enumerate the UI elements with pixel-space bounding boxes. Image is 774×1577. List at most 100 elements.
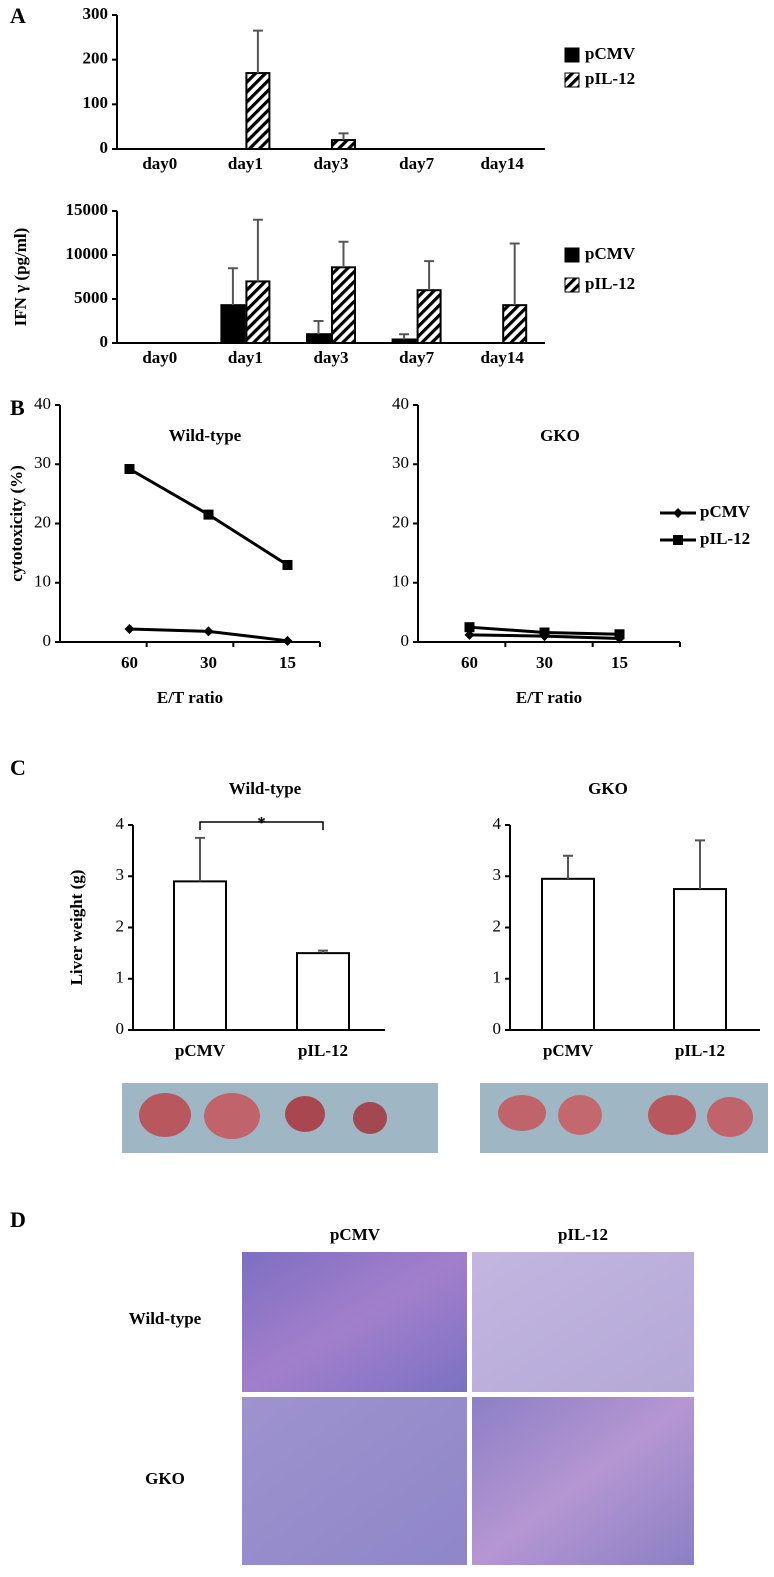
- histology-image: [472, 1252, 694, 1392]
- x-tick-label: day1: [228, 348, 263, 367]
- annotation: *: [257, 813, 266, 832]
- y-tick-label: 1: [116, 968, 125, 987]
- marker: [282, 559, 293, 570]
- x-axis-label: E/T ratio: [157, 688, 223, 707]
- error-bar: [338, 240, 349, 268]
- liver: [558, 1095, 602, 1135]
- x-tick-label: day14: [480, 154, 524, 173]
- chart-title: Wild-type: [229, 779, 302, 798]
- error-bar: [195, 836, 205, 882]
- panel-label: B: [10, 395, 25, 420]
- y-tick-label: 0: [401, 631, 410, 650]
- histology: D pCMV pIL-12 Wild-type GKO: [10, 1207, 694, 1565]
- bar: [391, 338, 417, 345]
- histology-image: [242, 1397, 467, 1565]
- y-tick-label: 4: [493, 814, 502, 833]
- liver: [648, 1095, 696, 1135]
- marker: [124, 463, 135, 474]
- chart-title: GKO: [540, 426, 580, 445]
- bar: [541, 877, 595, 1031]
- y-tick-label: 4: [116, 814, 125, 833]
- bar: [673, 888, 727, 1031]
- y-tick-label: 20: [34, 512, 51, 531]
- panel-label: C: [10, 755, 26, 780]
- histology-image: [472, 1397, 694, 1565]
- liver: [204, 1093, 260, 1139]
- significance-bracket: [199, 821, 324, 830]
- legend-label: pIL-12: [700, 529, 750, 548]
- bar: [296, 952, 350, 1031]
- marker: [464, 629, 475, 640]
- panel-label: D: [10, 1207, 26, 1232]
- y-tick-label: 3: [116, 865, 125, 884]
- panel-label: A: [10, 3, 26, 28]
- y-tick-label: 40: [34, 394, 51, 413]
- column-label: pIL-12: [558, 1225, 608, 1244]
- x-tick-label: day1: [228, 154, 263, 173]
- legend-swatch: [564, 47, 580, 63]
- bar: [245, 72, 271, 150]
- marker: [124, 623, 135, 634]
- error-bar: [318, 949, 328, 954]
- y-tick-label: 10000: [66, 244, 109, 263]
- error-bar: [509, 242, 520, 306]
- x-tick-label: day0: [142, 348, 177, 367]
- bar: [220, 304, 246, 345]
- y-tick-label: 0: [100, 138, 109, 157]
- error-bar: [695, 839, 705, 890]
- y-tick-label: 0: [116, 1019, 125, 1038]
- legend-marker: [673, 508, 683, 518]
- liver: [285, 1096, 325, 1132]
- y-tick-label: 5000: [74, 288, 108, 307]
- row-label: GKO: [145, 1469, 185, 1488]
- x-tick-label: day7: [399, 154, 434, 173]
- x-tick-label: 15: [279, 653, 296, 672]
- row-label: Wild-type: [129, 1309, 202, 1328]
- y-tick-label: 10: [34, 572, 51, 591]
- bar: [245, 280, 271, 344]
- liver: [707, 1097, 753, 1137]
- error-bar: [563, 854, 573, 879]
- error-bar: [227, 267, 238, 306]
- x-tick-label: day3: [314, 154, 349, 173]
- bar: [173, 880, 227, 1031]
- y-axis-label: IFN γ (pg/ml): [11, 228, 30, 327]
- y-axis-label: Liver weight (g): [67, 870, 86, 986]
- error-bar: [252, 218, 263, 282]
- bar: [416, 289, 442, 345]
- legend-swatch: [564, 277, 580, 293]
- x-tick-label: day3: [314, 348, 349, 367]
- bar: [331, 139, 356, 150]
- y-tick-label: 200: [83, 49, 109, 68]
- liver-photos: [122, 1083, 768, 1153]
- bar: [306, 333, 331, 345]
- bar: [331, 266, 356, 345]
- marker: [203, 509, 214, 520]
- error-bar: [313, 320, 324, 335]
- y-tick-label: 300: [83, 4, 109, 23]
- y-tick-label: 30: [392, 453, 409, 472]
- y-axis-label: cytotoxicity (%): [7, 465, 26, 582]
- x-tick-label: pIL-12: [675, 1041, 725, 1060]
- x-tick-label: 60: [461, 653, 478, 672]
- marker: [282, 635, 293, 646]
- x-tick-label: day7: [399, 348, 434, 367]
- legend-swatch: [564, 247, 580, 263]
- x-tick-label: pIL-12: [298, 1041, 348, 1060]
- y-tick-label: 2: [493, 916, 502, 935]
- x-tick-label: 60: [121, 653, 138, 672]
- error-bar: [252, 29, 263, 74]
- chart-title: GKO: [588, 779, 628, 798]
- y-tick-label: 100: [83, 93, 109, 112]
- error-bar: [424, 260, 435, 291]
- y-tick-label: 3: [493, 865, 502, 884]
- y-tick-label: 0: [43, 631, 52, 650]
- liver: [139, 1093, 191, 1137]
- x-tick-label: 30: [200, 653, 217, 672]
- y-tick-label: 0: [493, 1019, 502, 1038]
- x-tick-label: pCMV: [543, 1041, 594, 1060]
- x-tick-label: 15: [611, 653, 628, 672]
- x-tick-label: pCMV: [175, 1041, 226, 1060]
- marker: [614, 629, 625, 640]
